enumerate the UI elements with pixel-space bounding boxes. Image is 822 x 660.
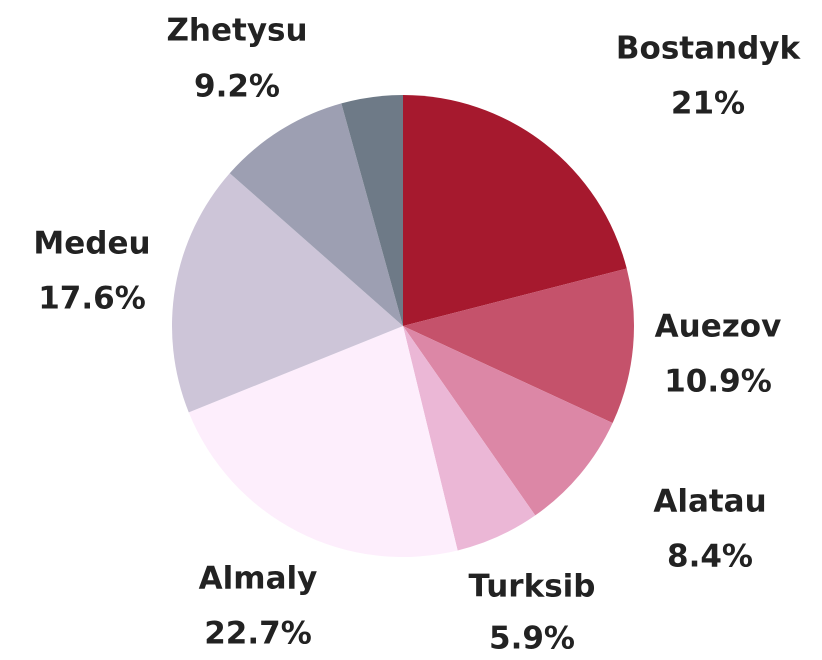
pie-slice <box>403 268 634 424</box>
pie-slice <box>341 95 403 326</box>
slice-label: Turksib <box>469 569 596 605</box>
pie-slice <box>229 103 403 327</box>
value-label: 5.9% <box>489 621 575 657</box>
slice-label: Bostandyk <box>616 31 802 67</box>
slice-label: Zhetysu <box>166 13 307 49</box>
pie-slice <box>403 95 627 326</box>
pie-slice <box>188 326 458 558</box>
slice-label: Medeu <box>33 226 150 262</box>
value-label: 22.7% <box>204 616 312 652</box>
pie-slice <box>403 326 613 516</box>
slice-label: Alatau <box>653 484 766 520</box>
pie-slice <box>171 173 403 413</box>
value-label: 10.9% <box>664 364 772 400</box>
slice-label: Almaly <box>199 561 318 597</box>
value-label: 17.6% <box>38 281 146 317</box>
value-label: 9.2% <box>194 69 280 105</box>
pie-slice <box>403 326 536 551</box>
slice-label: Auezov <box>655 309 782 345</box>
value-label: 21% <box>671 86 745 122</box>
value-label: 8.4% <box>667 539 753 575</box>
